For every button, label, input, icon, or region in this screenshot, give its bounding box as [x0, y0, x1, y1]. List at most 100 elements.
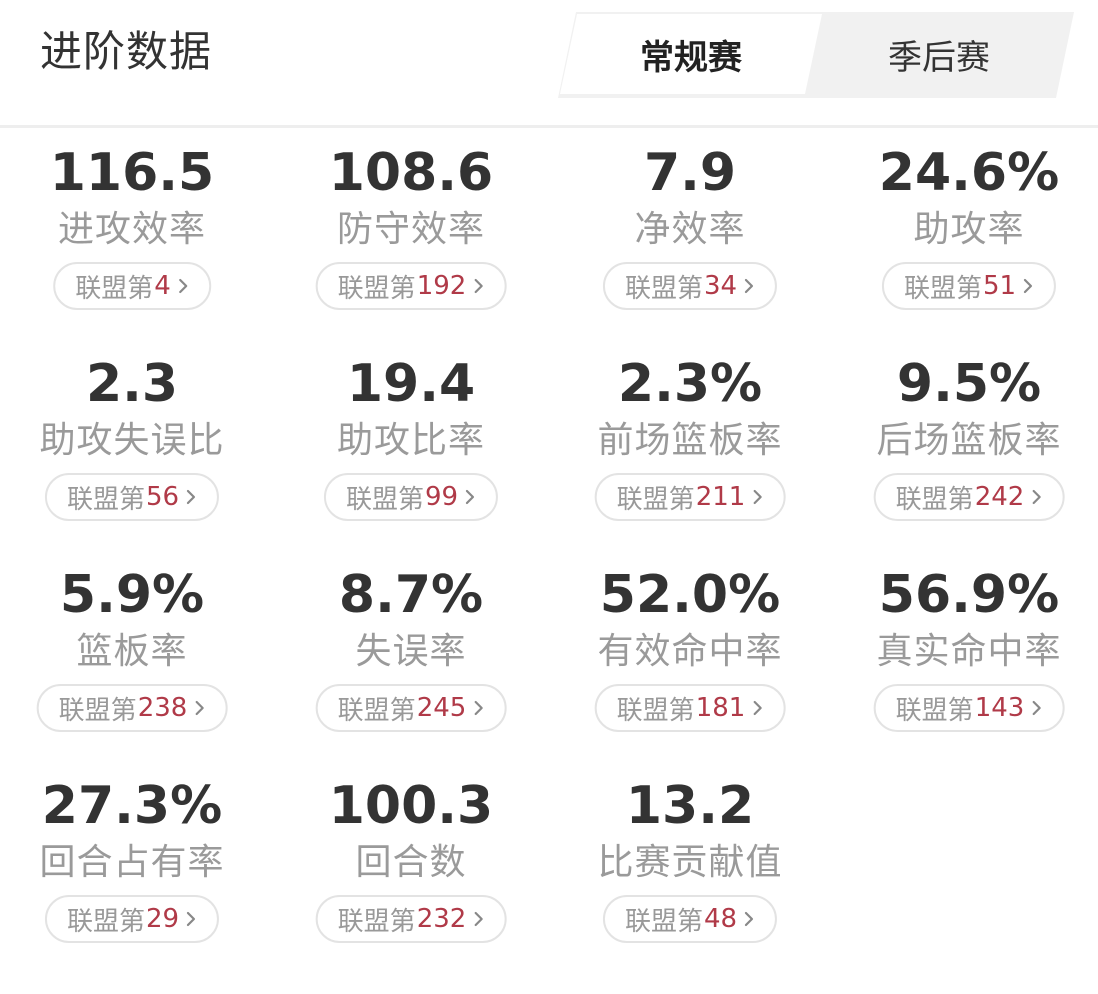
- rank-prefix: 联盟第: [616, 484, 695, 515]
- rank-prefix: 联盟第: [58, 695, 137, 726]
- stat-label: 后场篮板率: [876, 420, 1062, 461]
- stat-value: 24.6%: [878, 143, 1060, 203]
- stat-cell: 13.2 比赛贡献值联盟第 48: [553, 761, 827, 971]
- rank-prefix: 联盟第: [895, 695, 974, 726]
- rank-number: 245: [416, 693, 467, 723]
- stat-cell: 2.3 助攻失误比联盟第 56: [0, 339, 269, 549]
- stat-value: 8.7%: [338, 565, 484, 625]
- rank-number: 181: [695, 693, 746, 723]
- league-rank-button[interactable]: 联盟第 211: [594, 473, 786, 521]
- stat-value: 116.5: [49, 143, 215, 203]
- stat-cell: 24.6% 助攻率联盟第 51: [832, 128, 1098, 338]
- stat-value: 7.9: [643, 143, 737, 203]
- league-rank-button[interactable]: 联盟第 143: [873, 684, 1065, 732]
- stat-cell: 100.3 回合数联盟第 232: [274, 761, 548, 971]
- league-rank-button[interactable]: 联盟第 56: [44, 473, 220, 521]
- chevron-right-icon: [178, 278, 187, 294]
- rank-number: 34: [703, 271, 738, 301]
- chevron-right-icon: [744, 911, 754, 927]
- stat-label: 助攻比率: [336, 420, 485, 461]
- stat-value: 108.6: [328, 143, 494, 203]
- stat-cell: 19.4 助攻比率联盟第 99: [274, 339, 548, 549]
- rank-number: 29: [145, 904, 180, 934]
- stat-value: 100.3: [328, 776, 494, 836]
- tab-regular-season[interactable]: 常规赛: [560, 14, 822, 94]
- stat-cell: 5.9% 篮板率 联盟第 238: [0, 550, 269, 760]
- stat-cell: 27.3% 回合占有率联盟第 29: [0, 761, 269, 971]
- stat-label: 真实命中率: [876, 631, 1062, 672]
- chevron-right-icon: [753, 489, 762, 505]
- rank-number: 238: [137, 693, 188, 723]
- stat-label: 前场篮板率: [597, 420, 783, 461]
- chevron-right-icon: [186, 911, 196, 927]
- rank-prefix: 联盟第: [616, 695, 695, 726]
- stat-label: 有效命中率: [597, 631, 783, 672]
- stat-cell: 2.3% 前场篮板率联盟第 211: [553, 339, 827, 549]
- stat-value: 52.0%: [599, 565, 781, 625]
- chevron-right-icon: [465, 489, 475, 505]
- league-rank-button[interactable]: 联盟第 48: [602, 895, 778, 943]
- stat-value: 9.5%: [896, 354, 1042, 414]
- stat-label: 防守效率: [336, 209, 485, 250]
- league-rank-button[interactable]: 联盟第 4: [53, 262, 211, 310]
- stat-label: 比赛贡献值: [597, 842, 783, 883]
- header: 进阶数据 常规赛 季后赛: [0, 0, 1098, 126]
- stat-cell: 8.7% 失误率联盟第 245: [274, 550, 548, 760]
- chevron-right-icon: [1023, 278, 1033, 294]
- stat-label: 净效率: [634, 209, 746, 250]
- rank-number: 242: [974, 482, 1025, 512]
- chevron-right-icon: [744, 278, 754, 294]
- chevron-right-icon: [186, 489, 196, 505]
- rank-prefix: 联盟第: [624, 273, 703, 304]
- stat-cell: 108.6 防守效率联盟第 192: [274, 128, 548, 338]
- stat-label: 回合数: [355, 842, 467, 883]
- league-rank-button[interactable]: 联盟第 51: [881, 262, 1057, 310]
- rank-prefix: 联盟第: [337, 695, 416, 726]
- rank-prefix: 联盟第: [345, 484, 424, 515]
- rank-number: 48: [703, 904, 738, 934]
- stat-cell: 52.0% 有效命中率联盟第 181: [553, 550, 827, 760]
- stat-value: 27.3%: [41, 776, 223, 836]
- rank-number: 56: [145, 482, 180, 512]
- league-rank-button[interactable]: 联盟第 29: [44, 895, 220, 943]
- rank-prefix: 联盟第: [75, 273, 154, 304]
- rank-prefix: 联盟第: [66, 906, 145, 937]
- league-rank-button[interactable]: 联盟第 181: [594, 684, 786, 732]
- stat-value: 13.2: [625, 776, 755, 836]
- rank-number: 211: [695, 482, 746, 512]
- stat-value: 56.9%: [878, 565, 1060, 625]
- league-rank-button[interactable]: 联盟第 192: [315, 262, 507, 310]
- stat-label: 回合占有率: [39, 842, 225, 883]
- chevron-right-icon: [474, 700, 483, 716]
- stat-cell: 116.5 进攻效率 联盟第 4: [0, 128, 269, 338]
- chevron-right-icon: [474, 911, 483, 927]
- stat-cell: 56.9% 真实命中率联盟第 143: [832, 550, 1098, 760]
- stat-value: 19.4: [346, 354, 476, 414]
- page-title: 进阶数据: [40, 27, 213, 76]
- rank-number: 192: [416, 271, 467, 301]
- rank-prefix: 联盟第: [624, 906, 703, 937]
- league-rank-button[interactable]: 联盟第 245: [315, 684, 507, 732]
- stat-value: 2.3%: [617, 354, 763, 414]
- stat-label: 助攻率: [913, 209, 1025, 250]
- stat-cell: 9.5% 后场篮板率联盟第 242: [832, 339, 1098, 549]
- tab-playoffs[interactable]: 季后赛: [888, 37, 990, 78]
- chevron-right-icon: [753, 700, 762, 716]
- league-rank-button[interactable]: 联盟第 99: [323, 473, 499, 521]
- rank-number: 4: [154, 271, 171, 301]
- league-rank-button[interactable]: 联盟第 238: [36, 684, 228, 732]
- rank-prefix: 联盟第: [337, 906, 416, 937]
- stat-cell: 7.9 净效率联盟第 34: [553, 128, 827, 338]
- league-rank-button[interactable]: 联盟第 242: [873, 473, 1065, 521]
- league-rank-button[interactable]: 联盟第 232: [315, 895, 507, 943]
- stat-label: 失误率: [355, 631, 467, 672]
- rank-prefix: 联盟第: [337, 273, 416, 304]
- rank-prefix: 联盟第: [895, 484, 974, 515]
- stat-value: 2.3: [85, 354, 179, 414]
- stat-label: 篮板率: [76, 631, 188, 672]
- rank-prefix: 联盟第: [903, 273, 982, 304]
- chevron-right-icon: [1032, 700, 1041, 716]
- league-rank-button[interactable]: 联盟第 34: [602, 262, 778, 310]
- stat-label: 助攻失误比: [39, 420, 225, 461]
- rank-number: 143: [974, 693, 1025, 723]
